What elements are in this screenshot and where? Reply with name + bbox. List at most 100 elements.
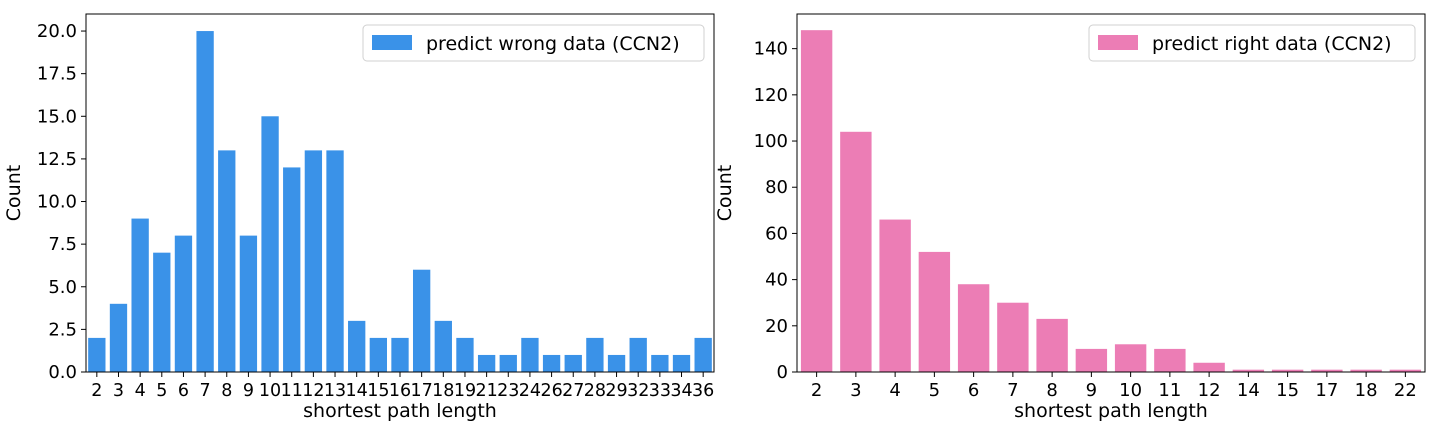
x-tick-label: 9 bbox=[1086, 380, 1097, 401]
bar-15 bbox=[369, 337, 387, 372]
bar-36 bbox=[694, 337, 712, 372]
x-tick-label: 14 bbox=[1237, 380, 1260, 401]
x-tick-label: 18 bbox=[1355, 380, 1378, 401]
x-tick-label: 26 bbox=[540, 381, 562, 401]
bar-14 bbox=[348, 320, 366, 372]
bar-6 bbox=[957, 284, 990, 372]
legend-swatch bbox=[372, 35, 412, 50]
chart-panel-2: 2 3 4 5 6 7 8 9 10 11 12 14 15 17 18 22 0 20 40 60 80 100 120 1… bbox=[714, 13, 1426, 422]
x-tick-label: 15 bbox=[1276, 380, 1299, 401]
y-tick-label: 10.0 bbox=[37, 192, 77, 213]
y-tick-label: 0 bbox=[777, 362, 788, 383]
bar-17 bbox=[412, 269, 431, 372]
y-tick-label: 12.5 bbox=[37, 149, 77, 170]
x-tick-label: 16 bbox=[389, 381, 411, 401]
bar-32 bbox=[629, 337, 647, 372]
x-tick-label: 21 bbox=[475, 381, 497, 401]
bar-7 bbox=[196, 31, 214, 373]
bar-16 bbox=[391, 337, 409, 372]
x-tick-label: 22 bbox=[1394, 380, 1417, 401]
bar-28 bbox=[586, 337, 604, 372]
x-tick-label: 3 bbox=[850, 380, 861, 401]
x-tick-label: 11 bbox=[281, 381, 303, 401]
x-tick-label: 23 bbox=[497, 381, 519, 401]
y-tick-label: 0.0 bbox=[48, 362, 77, 383]
bar-22 bbox=[1389, 369, 1422, 372]
bar-4 bbox=[131, 218, 149, 372]
chart-panel-1: 2 3 4 5 6 7 8 9 10 11 12 13 14 15 16 17 18 19 21 23 24 26 27 28… bbox=[3, 13, 715, 422]
x-tick-label: 10 bbox=[1119, 380, 1142, 401]
legend-box bbox=[1088, 24, 1416, 62]
x-tick-label: 32 bbox=[627, 381, 649, 401]
x-tick-label: 5 bbox=[156, 381, 167, 401]
legend-label: predict wrong data (CCN2) bbox=[426, 33, 680, 55]
bar-34 bbox=[672, 354, 691, 372]
bar-5 bbox=[918, 251, 951, 372]
x-tick-label: 4 bbox=[135, 381, 146, 401]
plot-frame bbox=[796, 13, 1426, 373]
bar-17 bbox=[1311, 369, 1343, 372]
y-tick-label: 17.5 bbox=[37, 64, 77, 85]
x-tick-label: 17 bbox=[411, 381, 433, 401]
bar-6 bbox=[174, 235, 193, 372]
bar-33 bbox=[651, 354, 669, 372]
bar-4 bbox=[879, 219, 911, 372]
y-tick-label: 100 bbox=[754, 131, 788, 152]
legend-label: predict right data (CCN2) bbox=[1152, 33, 1392, 55]
bar-13 bbox=[326, 150, 344, 372]
y-axis-label: Count bbox=[714, 165, 736, 221]
x-tick-label: 15 bbox=[367, 381, 389, 401]
bar-3 bbox=[109, 303, 128, 372]
bar-9 bbox=[1075, 348, 1108, 372]
x-tick-label: 17 bbox=[1315, 380, 1338, 401]
bar-27 bbox=[564, 354, 582, 372]
x-tick-label: 3 bbox=[113, 381, 124, 401]
legend-box bbox=[362, 24, 705, 62]
x-tick-label: 8 bbox=[221, 381, 232, 401]
legend: predict right data (CCN2) bbox=[1088, 24, 1416, 62]
bar-18 bbox=[1350, 369, 1382, 372]
x-tick-label: 12 bbox=[302, 381, 324, 401]
bar-12 bbox=[1193, 362, 1225, 372]
x-tick-label: 13 bbox=[324, 381, 346, 401]
bar-3 bbox=[840, 131, 872, 372]
x-tick-label: 4 bbox=[889, 380, 900, 401]
bar-11 bbox=[283, 167, 301, 372]
bar-19 bbox=[456, 337, 474, 372]
bar-11 bbox=[1154, 348, 1186, 372]
bar-23 bbox=[499, 354, 517, 372]
x-axis-label: shortest path length bbox=[303, 400, 497, 422]
x-tick-label: 7 bbox=[1007, 380, 1018, 401]
x-tick-label: 6 bbox=[178, 381, 189, 401]
bar-12 bbox=[304, 150, 323, 372]
x-tick-label: 5 bbox=[929, 380, 940, 401]
x-tick-label: 33 bbox=[649, 381, 671, 401]
y-tick-label: 2.5 bbox=[48, 319, 77, 340]
x-tick-label: 10 bbox=[259, 381, 281, 401]
x-tick-label: 14 bbox=[346, 381, 368, 401]
y-tick-label: 20.0 bbox=[37, 21, 77, 42]
y-tick-label: 120 bbox=[754, 85, 788, 106]
x-tick-label: 24 bbox=[519, 381, 541, 401]
y-tick-label: 5.0 bbox=[48, 277, 77, 298]
x-tick-label: 34 bbox=[670, 381, 692, 401]
bar-14 bbox=[1232, 369, 1265, 372]
x-tick-label: 11 bbox=[1158, 380, 1181, 401]
x-tick-label: 9 bbox=[243, 381, 254, 401]
x-tick-label: 12 bbox=[1198, 380, 1221, 401]
y-tick-label: 60 bbox=[765, 223, 788, 244]
y-tick-label: 140 bbox=[754, 39, 788, 60]
bar-2 bbox=[88, 337, 106, 372]
x-tick-label: 18 bbox=[432, 381, 454, 401]
x-axis-label: shortest path length bbox=[1014, 400, 1208, 422]
y-tick-label: 15.0 bbox=[37, 106, 77, 127]
x-tick-label: 8 bbox=[1046, 380, 1057, 401]
x-tick-label: 29 bbox=[605, 381, 627, 401]
bar-10 bbox=[261, 116, 279, 372]
y-tick-label: 80 bbox=[765, 177, 788, 198]
x-tick-label: 7 bbox=[200, 381, 211, 401]
y-tick-label: 20 bbox=[765, 316, 788, 337]
legend-swatch bbox=[1098, 35, 1138, 50]
y-tick-label: 7.5 bbox=[48, 234, 77, 255]
x-tick-label: 28 bbox=[584, 381, 606, 401]
